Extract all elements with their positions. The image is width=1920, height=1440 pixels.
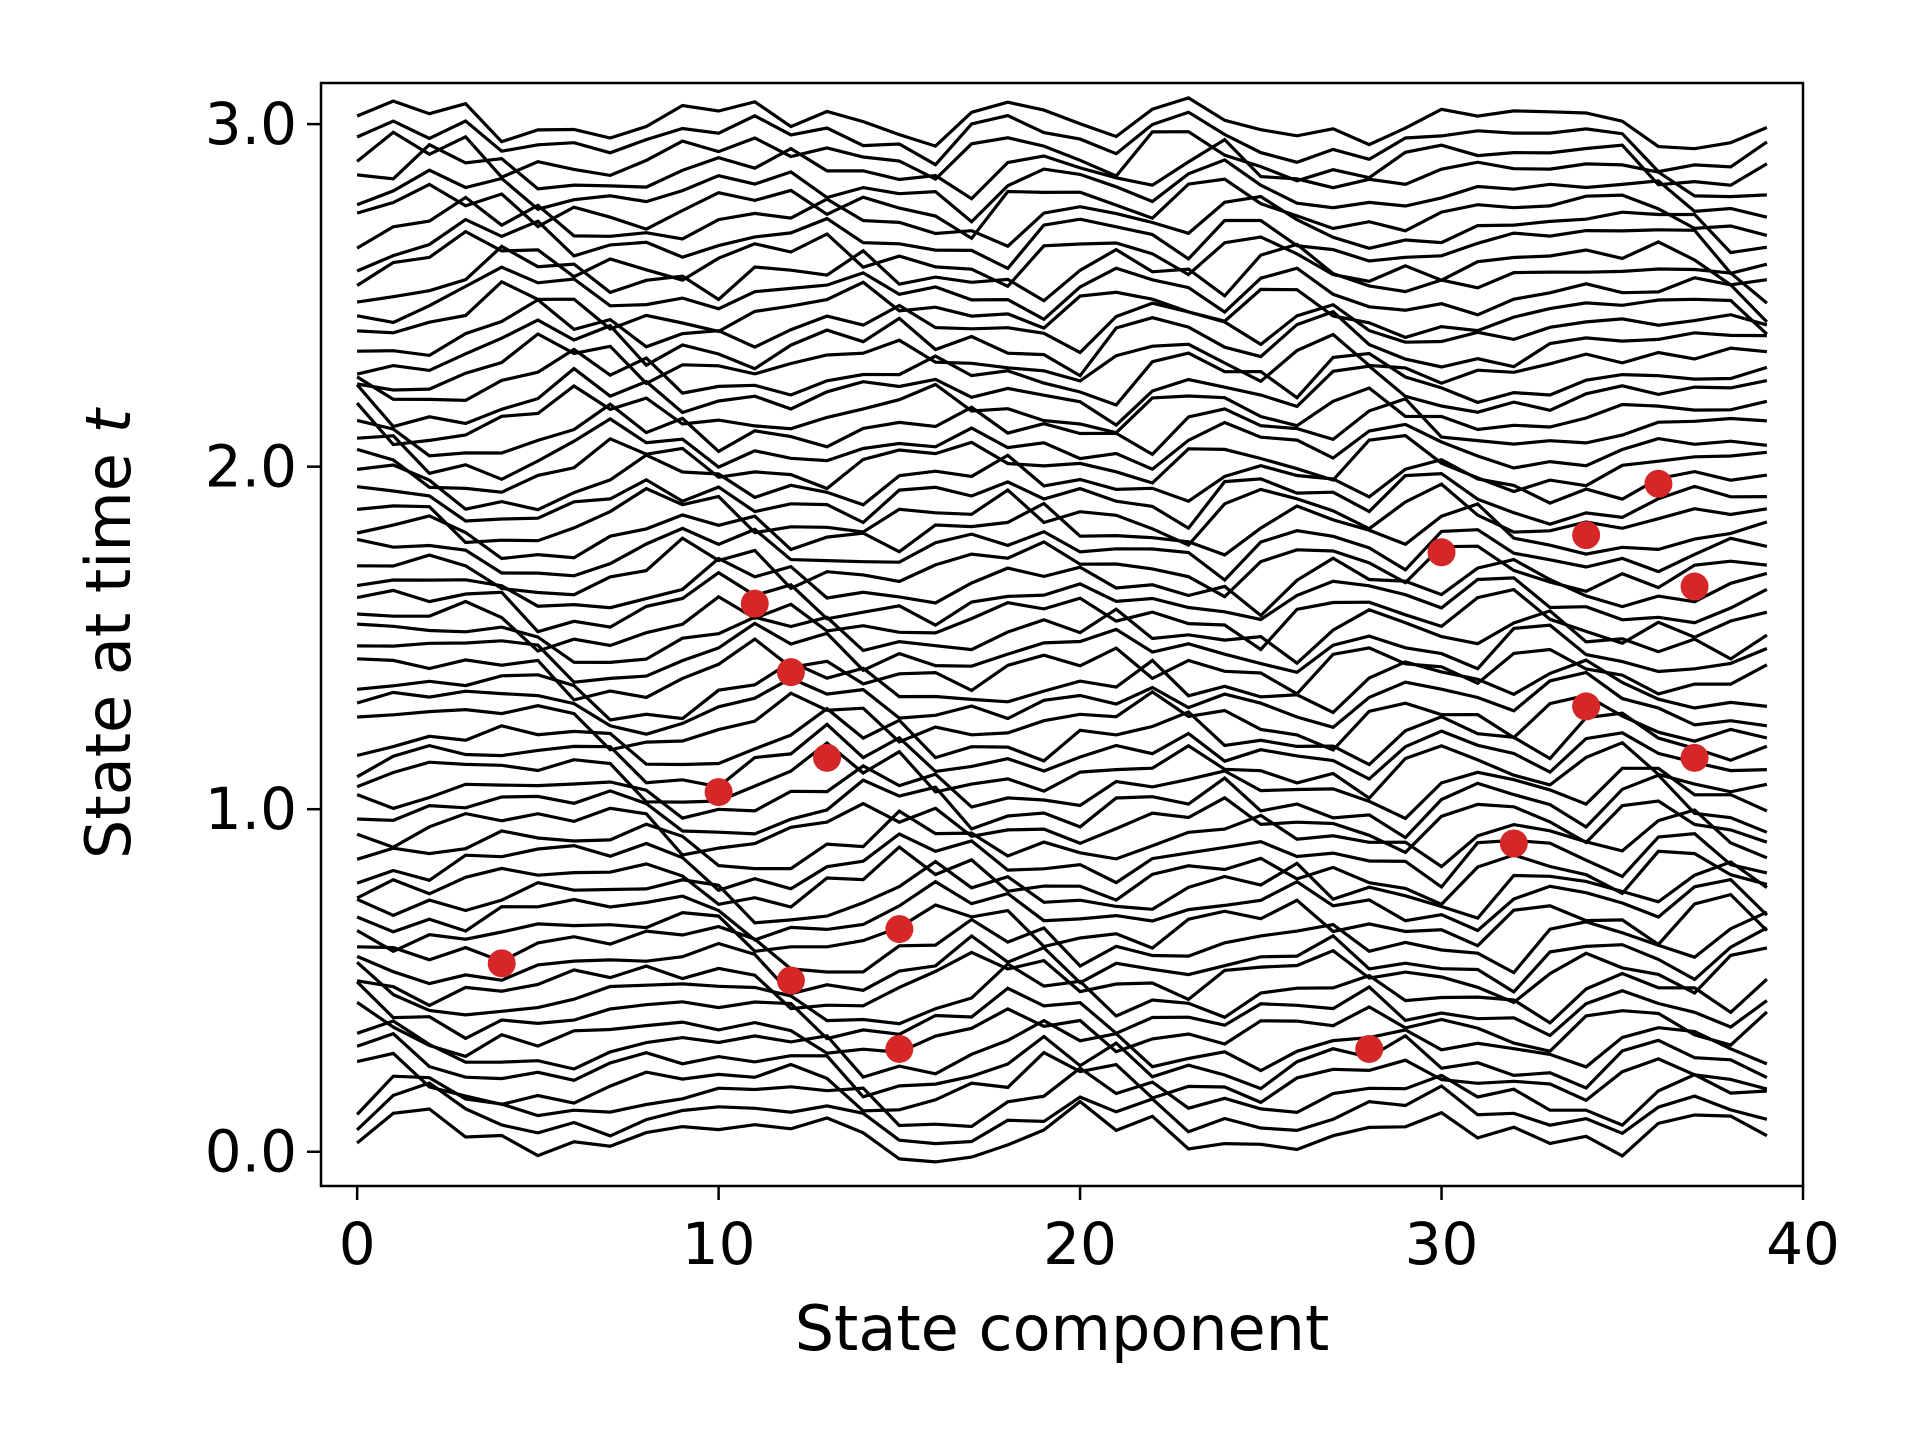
state-trace	[356, 417, 1768, 482]
state-trace	[357, 536, 1768, 599]
state-trace	[356, 1000, 1768, 1059]
observation-point	[1355, 1034, 1384, 1063]
observation-point	[885, 915, 914, 944]
state-trace	[356, 877, 1769, 942]
observation-point	[885, 1034, 914, 1063]
y-axis-label-var: t	[72, 406, 145, 433]
state-trace	[357, 607, 1768, 666]
observation-point	[1427, 538, 1456, 567]
x-tick-label: 10	[682, 1210, 756, 1278]
y-tick-label: 3.0	[205, 90, 297, 158]
observation-point	[1572, 692, 1601, 721]
state-trace	[356, 242, 1768, 305]
state-trace	[356, 795, 1768, 857]
observation-point	[1572, 521, 1601, 550]
observation-point	[776, 658, 805, 687]
observation-point	[740, 589, 769, 618]
y-tick-label: 0.0	[205, 1118, 297, 1186]
y-axis-label: State at time t	[72, 406, 145, 859]
x-tick-label: 40	[1766, 1210, 1840, 1278]
state-trace	[356, 740, 1768, 804]
y-tick-label: 1.0	[205, 775, 297, 843]
state-trace	[357, 587, 1768, 653]
x-tick-label: 20	[1043, 1210, 1117, 1278]
state-trace	[357, 773, 1768, 840]
observation-point	[776, 966, 805, 995]
y-tick-label: 2.0	[205, 433, 297, 501]
plot-frame	[319, 81, 1805, 1188]
state-trace	[356, 137, 1767, 201]
state-trace	[355, 364, 1768, 429]
state-trace	[356, 764, 1768, 821]
state-trace	[356, 332, 1768, 392]
state-trace	[356, 1099, 1768, 1164]
observation-point	[1644, 469, 1673, 498]
state-trace	[355, 1066, 1767, 1129]
state-trace	[356, 859, 1768, 925]
state-trace	[356, 501, 1768, 561]
state-trace	[356, 845, 1768, 909]
state-trace	[356, 1018, 1768, 1079]
state-trace	[356, 96, 1768, 151]
state-trace	[356, 396, 1768, 458]
observation-point	[813, 743, 842, 772]
state-trace	[356, 1050, 1768, 1113]
observation-markers	[487, 469, 1709, 1063]
state-trace	[356, 722, 1767, 789]
state-trace	[356, 158, 1768, 224]
state-trace	[356, 194, 1768, 255]
state-trace	[356, 926, 1768, 996]
state-trace	[357, 297, 1768, 358]
state-trace	[356, 808, 1768, 871]
state-trace	[357, 637, 1768, 702]
state-trace	[356, 658, 1768, 722]
state-trace	[356, 110, 1768, 174]
state-trace	[356, 670, 1768, 736]
state-trace	[356, 892, 1769, 954]
y-axis-ticks: 0.0 1.0 2.0 3.0	[205, 90, 321, 1186]
state-trace	[356, 556, 1768, 618]
state-trace	[357, 910, 1768, 975]
state-trace	[356, 471, 1767, 531]
state-trace	[356, 832, 1768, 893]
observation-point	[487, 949, 516, 978]
state-trace	[355, 1081, 1768, 1146]
state-trace	[356, 309, 1767, 378]
y-axis-label-text: State at time	[72, 433, 145, 859]
state-trace	[356, 130, 1768, 187]
state-trace	[356, 482, 1768, 548]
x-axis-label: State component	[795, 1292, 1330, 1365]
state-trace	[356, 946, 1768, 1011]
x-tick-label: 0	[339, 1210, 376, 1278]
state-trace	[356, 570, 1768, 634]
observation-point	[1499, 829, 1528, 858]
state-trace	[356, 347, 1768, 407]
state-trace	[356, 526, 1768, 583]
state-trace	[355, 980, 1768, 1041]
state-trace	[357, 279, 1768, 340]
state-trace	[355, 382, 1768, 447]
observation-point	[1680, 743, 1709, 772]
state-trace	[356, 433, 1768, 494]
x-axis-ticks: 0 10 20 30 40	[339, 1186, 1840, 1278]
x-tick-label: 30	[1405, 1210, 1479, 1278]
observation-point	[704, 778, 733, 807]
observation-point	[1680, 572, 1709, 601]
state-trace	[356, 1031, 1768, 1099]
state-trace	[356, 177, 1768, 241]
state-trace	[356, 229, 1768, 289]
state-trace	[357, 689, 1768, 752]
state-trace	[356, 961, 1768, 1026]
state-trace	[356, 265, 1769, 325]
state-trace	[356, 453, 1768, 512]
state-trace	[357, 621, 1768, 684]
state-trace	[356, 216, 1768, 276]
state-traces	[355, 96, 1769, 1164]
